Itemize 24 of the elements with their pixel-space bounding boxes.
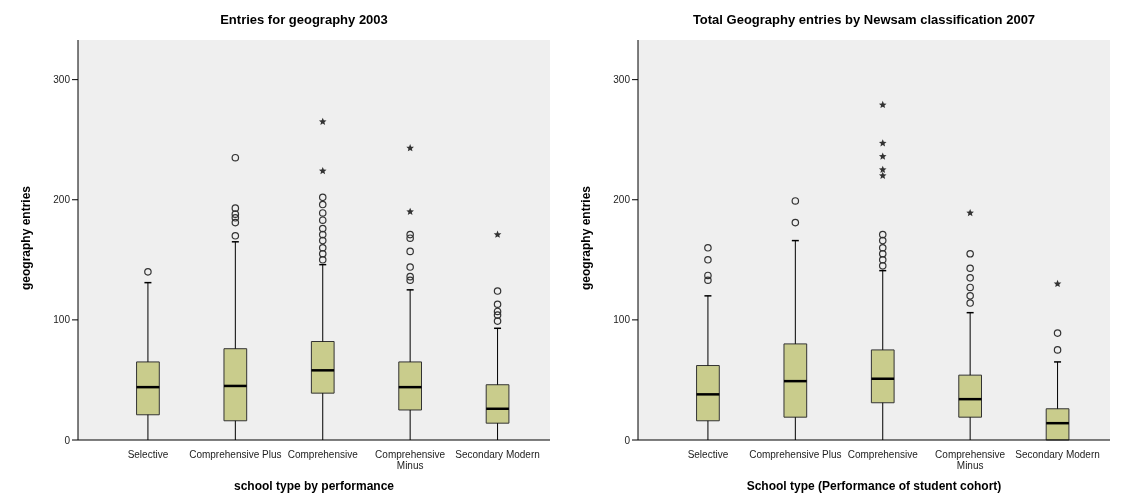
- x-tick-label: Comprehensive Minus: [375, 449, 446, 471]
- y-tick-label: 200: [53, 194, 71, 206]
- x-tick-label: Comprehensive: [847, 449, 919, 460]
- y-tick-label: 200: [613, 194, 631, 206]
- x-axis-title: school type by performance: [233, 479, 395, 493]
- y-tick-label: 100: [613, 314, 631, 326]
- x-tick-label: Comprehensive Minus: [935, 449, 1006, 471]
- y-tick-label: 300: [53, 74, 71, 86]
- y-axis-title: geography entries: [19, 185, 34, 290]
- chart-title: Total Geography entries by Newsam classification 2007: [691, 12, 1037, 29]
- y-tick-label: 300: [613, 74, 631, 86]
- chart-title: Entries for geography 2003: [219, 12, 389, 29]
- y-tick-label: 100: [53, 314, 71, 326]
- x-tick-label: Selective: [127, 449, 169, 460]
- y-axis-title: geography entries: [579, 185, 594, 290]
- y-tick-label: 0: [624, 434, 631, 446]
- x-tick-label: Comprehensive Plus: [749, 449, 842, 460]
- x-tick-label: Secondary Modern: [1015, 449, 1100, 460]
- x-tick-label: Comprehensive: [287, 449, 359, 460]
- x-tick-label: Secondary Modern: [455, 449, 540, 460]
- x-axis-title: School type (Performance of student cohort): [746, 479, 1002, 493]
- x-tick-label: Selective: [687, 449, 729, 460]
- y-tick-label: 0: [64, 434, 71, 446]
- x-tick-label: Comprehensive Plus: [189, 449, 282, 460]
